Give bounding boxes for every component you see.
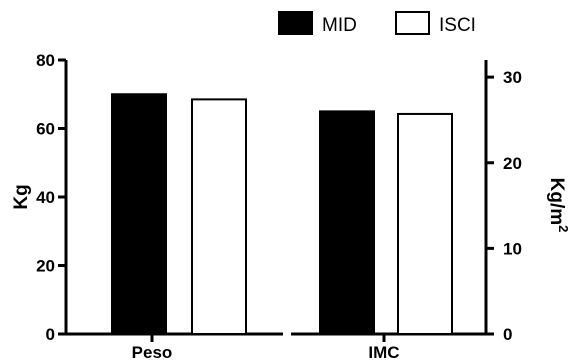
left-axis-title: Kg: [11, 184, 32, 209]
right-tick-label: 0: [503, 325, 512, 344]
legend: MID ISCI: [278, 11, 476, 36]
right-tick-label: 30: [503, 68, 522, 87]
right-axis-title: Kg/m2: [546, 178, 571, 233]
legend-label-isci: ISCI: [439, 15, 476, 36]
left-tick-label: 80: [36, 51, 55, 70]
bar-mid-imc: [319, 110, 375, 335]
legend-label-mid: MID: [322, 15, 357, 36]
left-tick-label: 40: [36, 188, 55, 207]
left-tick-label: 0: [46, 325, 55, 344]
bar-mid-peso: [111, 93, 167, 335]
right-axis-title-superscript: 2: [556, 225, 571, 232]
bar-isci-imc: [397, 112, 453, 335]
labels: 0 20 40 60 80 0 10 20 30 Peso IMC Kg Kg/m2: [11, 51, 571, 361]
right-tick-label: 10: [503, 239, 522, 258]
right-tick-label: 20: [503, 154, 522, 173]
legend-swatch-isci: [395, 11, 430, 35]
category-label-peso: Peso: [132, 343, 173, 361]
bars: [111, 93, 453, 335]
left-tick-label: 20: [36, 257, 55, 276]
legend-swatch-mid: [278, 11, 313, 35]
category-label-imc: IMC: [368, 343, 399, 361]
left-tick-label: 60: [36, 120, 55, 139]
bar-isci-peso: [191, 98, 247, 335]
